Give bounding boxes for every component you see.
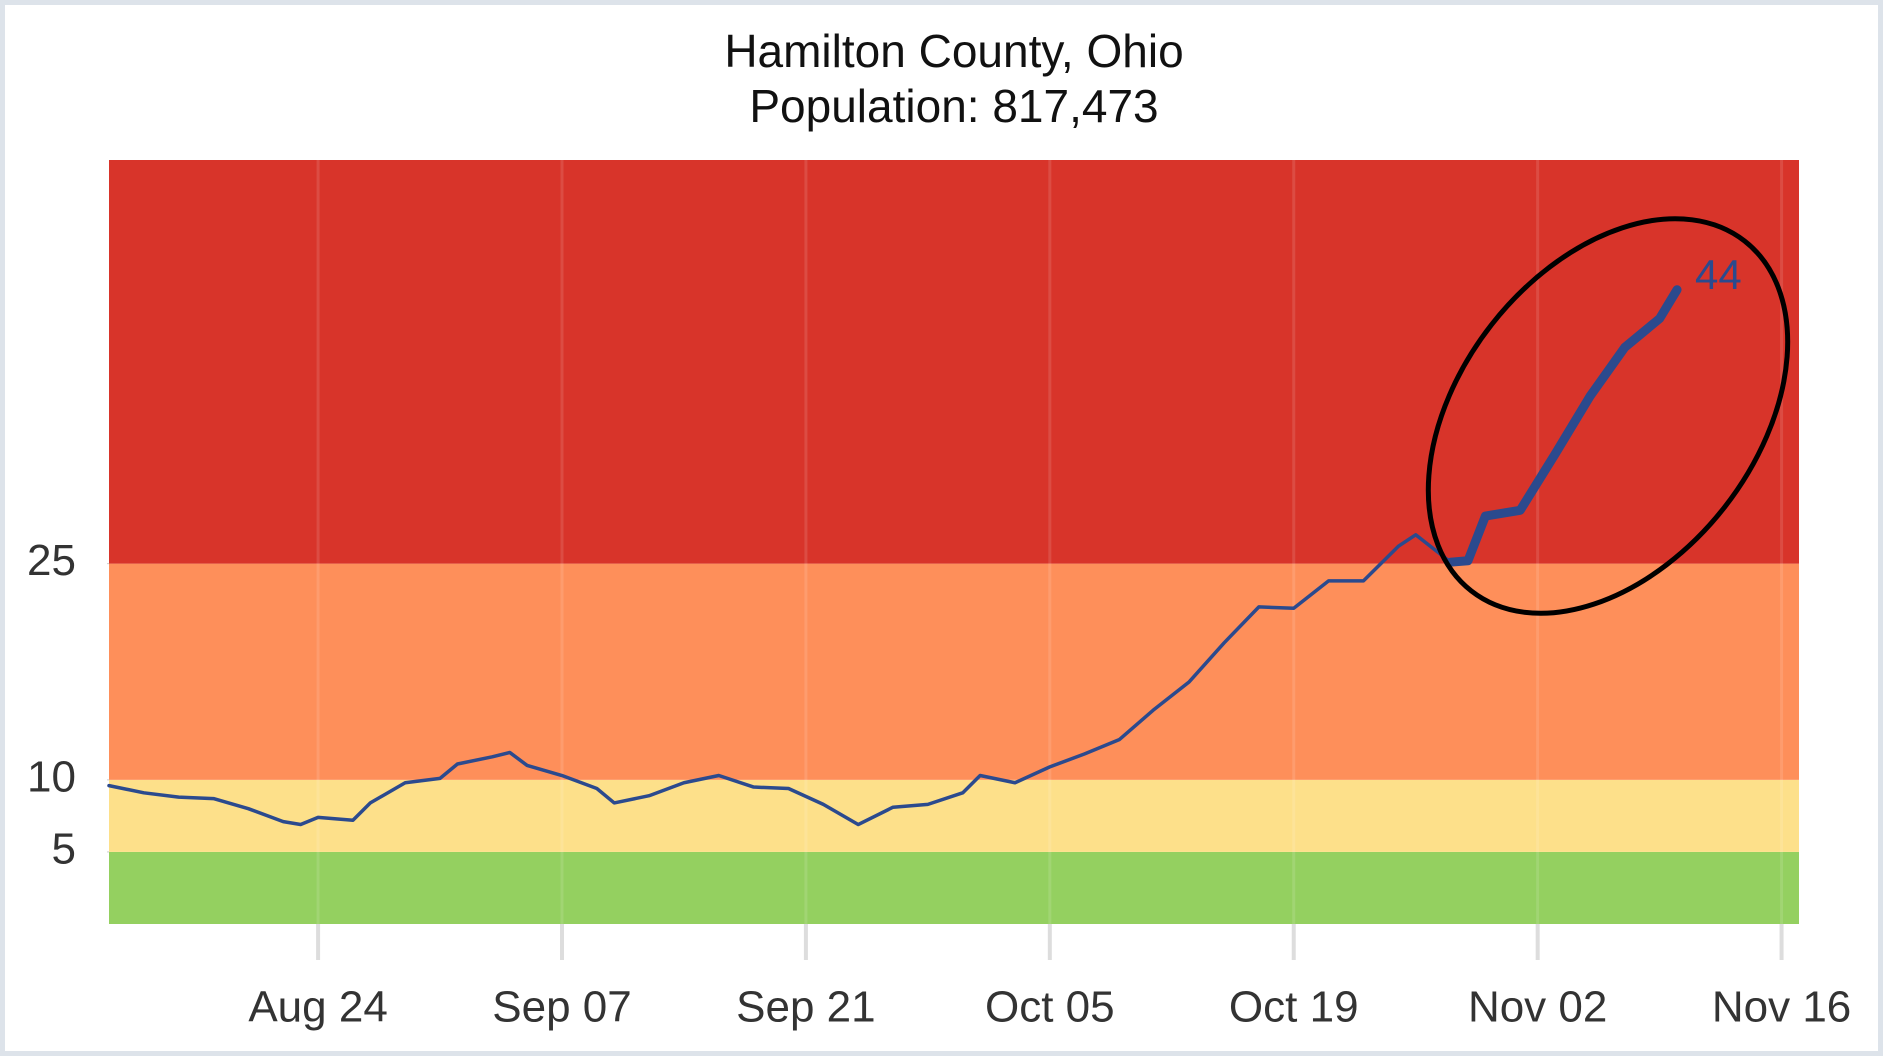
y-tick-label: 10	[27, 752, 76, 801]
y-tick-label: 25	[27, 536, 76, 585]
band	[109, 779, 1799, 852]
annotation-circle	[1425, 216, 1791, 616]
y-tick-label: 5	[52, 825, 76, 874]
x-tick-label: Nov 16	[1712, 983, 1851, 1032]
line	[107, 533, 1453, 827]
x-tick-label: Oct 19	[1229, 983, 1359, 1032]
plot: 5 10 25 Aug 24 Sep 07 Sep 21 Oct 05 Oct 19 Nov 0…	[27, 160, 1851, 1032]
chart-subtitle: Population: 817,473	[749, 80, 1158, 132]
end-label: 44	[1695, 251, 1742, 298]
band	[109, 851, 1799, 924]
x-tick-label: Aug 24	[248, 983, 387, 1032]
chart-title: Hamilton County, Ohio	[724, 25, 1183, 77]
x-tick-label: Sep 21	[736, 983, 875, 1032]
x-tick-label: Nov 02	[1468, 983, 1607, 1032]
line-highlight	[1446, 285, 1682, 567]
band	[109, 563, 1799, 780]
x-tick-label: Sep 07	[492, 983, 631, 1032]
x-tick-label: Oct 05	[985, 983, 1115, 1032]
band	[109, 160, 1799, 564]
